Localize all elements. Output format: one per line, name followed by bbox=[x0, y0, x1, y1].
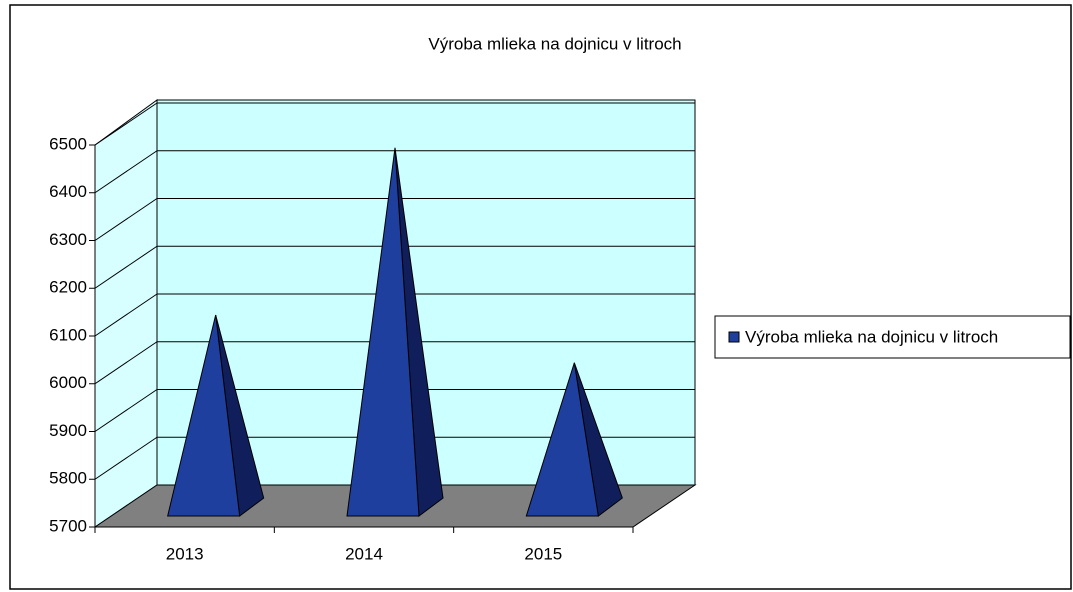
y-tick-label: 6500 bbox=[49, 134, 87, 153]
y-tick-label: 5700 bbox=[49, 516, 87, 535]
y-tick-label: 6100 bbox=[49, 325, 87, 344]
y-tick-label: 6200 bbox=[49, 278, 87, 297]
legend-label: Výroba mlieka na dojnicu v litroch bbox=[745, 327, 998, 346]
x-tick-label: 2014 bbox=[345, 544, 383, 563]
x-tick-label: 2013 bbox=[166, 544, 204, 563]
y-tick-label: 6400 bbox=[49, 182, 87, 201]
pyramid-front bbox=[167, 314, 241, 517]
grid-line bbox=[94, 341, 158, 385]
grid-line bbox=[94, 436, 158, 480]
grid-line bbox=[94, 389, 158, 432]
y-tick-label: 6000 bbox=[49, 373, 87, 392]
grid-line bbox=[94, 293, 158, 337]
legend-box bbox=[714, 315, 1071, 359]
grid-line bbox=[94, 198, 158, 241]
y-tick-label: 6300 bbox=[49, 230, 87, 249]
chart-title: Výroba mlieka na dojnicu v litroch bbox=[428, 34, 681, 53]
legend-swatch bbox=[728, 331, 740, 343]
pyramid-front bbox=[525, 362, 599, 517]
side-wall bbox=[94, 99, 158, 528]
grid-line bbox=[94, 245, 158, 289]
grid-line bbox=[94, 150, 158, 194]
x-tick-label: 2015 bbox=[524, 544, 562, 563]
y-tick-label: 5800 bbox=[49, 469, 87, 488]
grid-line bbox=[94, 102, 158, 146]
y-tick-label: 5900 bbox=[49, 421, 87, 440]
pyramid-front bbox=[346, 147, 420, 517]
